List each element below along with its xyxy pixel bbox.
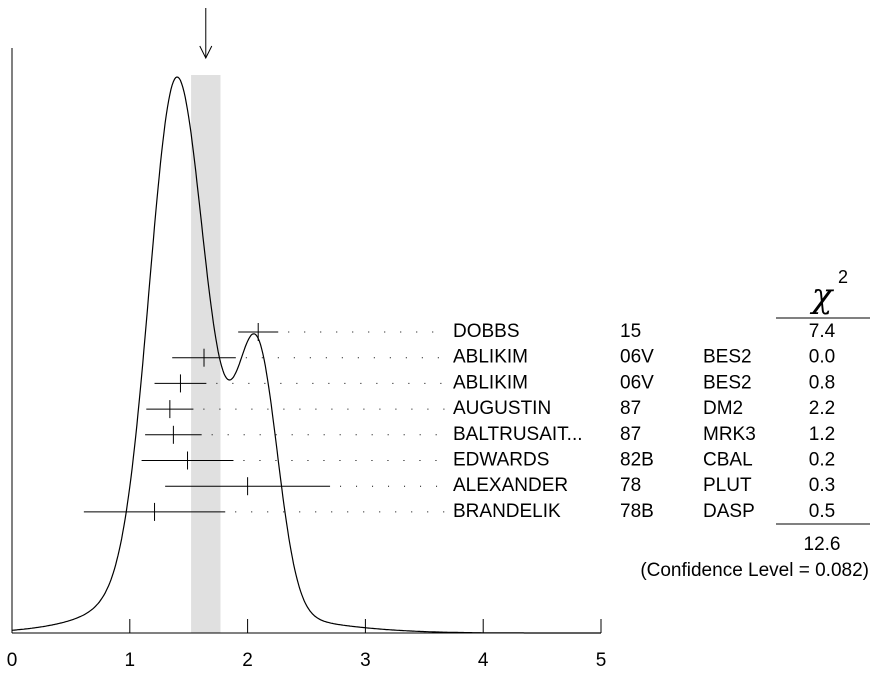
measurement-experiment: DM2 — [703, 398, 743, 419]
measurement-year: 15 — [620, 321, 641, 342]
measurement-experiment: DASP — [703, 501, 755, 522]
measurement-experiment: BES2 — [703, 372, 752, 393]
measurement-experiment: BES2 — [703, 347, 752, 368]
average-band — [191, 75, 221, 633]
measurement-name: ALEXANDER — [453, 475, 568, 496]
x-tick-label: 0 — [7, 650, 18, 671]
chi2-value: 0.3 — [809, 475, 835, 496]
measurement-year: 87 — [620, 398, 641, 419]
measurement-name: DOBBS — [453, 321, 520, 342]
chi2-value: 0.2 — [809, 450, 835, 471]
measurement-name: AUGUSTIN — [453, 398, 551, 419]
measurement-name: BRANDELIK — [453, 501, 561, 522]
chi2-header-power: 2 — [838, 267, 848, 287]
measurement-year: 87 — [620, 424, 641, 445]
measurement-name: EDWARDS — [453, 450, 549, 471]
measurement-experiment: MRK3 — [703, 424, 756, 445]
average-arrowhead — [199, 45, 213, 60]
chi2-header: χ — [810, 276, 835, 316]
x-tick-label: 5 — [596, 650, 607, 671]
chi2-value: 1.2 — [809, 424, 835, 445]
x-tick-label: 2 — [242, 650, 253, 671]
chi2-value: 0.0 — [809, 347, 835, 368]
measurement-year: 78 — [620, 475, 641, 496]
chi2-total: 12.6 — [804, 534, 841, 555]
measurement-year: 06V — [620, 347, 654, 368]
chi2-value: 7.4 — [809, 321, 836, 342]
chi2-value: 2.2 — [809, 398, 835, 419]
x-tick-label: 1 — [125, 650, 136, 671]
measurement-name: ABLIKIM — [453, 347, 528, 368]
x-tick-label: 3 — [360, 650, 371, 671]
x-tick-label: 4 — [478, 650, 489, 671]
measurement-year: 78B — [620, 501, 654, 522]
chi2-value: 0.8 — [809, 372, 835, 393]
measurement-name: ABLIKIM — [453, 372, 528, 393]
measurement-year: 06V — [620, 372, 654, 393]
measurement-name: BALTRUSAIT... — [453, 424, 583, 445]
measurement-year: 82B — [620, 450, 654, 471]
measurement-experiment: CBAL — [703, 450, 753, 471]
confidence-level: (Confidence Level = 0.082) — [640, 560, 869, 581]
measurement-experiment: PLUT — [703, 475, 752, 496]
chi2-value: 0.5 — [809, 501, 835, 522]
